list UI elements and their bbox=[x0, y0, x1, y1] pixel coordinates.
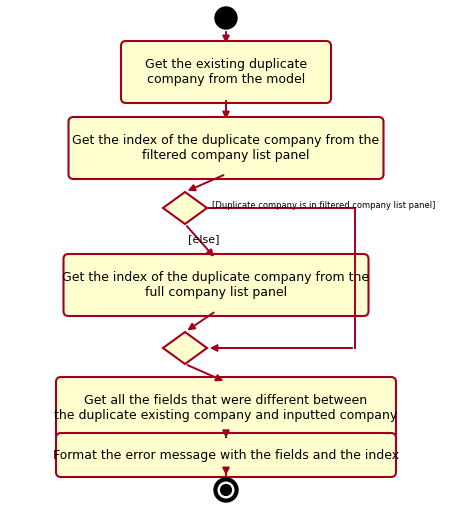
Polygon shape bbox=[163, 192, 207, 224]
Text: Get all the fields that were different between
the duplicate existing company an: Get all the fields that were different b… bbox=[54, 394, 398, 422]
FancyBboxPatch shape bbox=[68, 117, 384, 179]
FancyBboxPatch shape bbox=[63, 254, 368, 316]
Polygon shape bbox=[163, 332, 207, 364]
Circle shape bbox=[214, 478, 238, 502]
Text: [Duplicate company is in filtered company list panel]: [Duplicate company is in filtered compan… bbox=[212, 201, 435, 211]
Circle shape bbox=[218, 482, 234, 498]
Text: Format the error message with the fields and the index: Format the error message with the fields… bbox=[53, 448, 399, 462]
Text: Get the index of the duplicate company from the
filtered company list panel: Get the index of the duplicate company f… bbox=[72, 134, 380, 162]
FancyBboxPatch shape bbox=[56, 433, 396, 477]
Text: [else]: [else] bbox=[188, 234, 220, 244]
Circle shape bbox=[221, 485, 231, 495]
Circle shape bbox=[215, 7, 237, 29]
Text: Get the existing duplicate
company from the model: Get the existing duplicate company from … bbox=[145, 58, 307, 86]
FancyBboxPatch shape bbox=[121, 41, 331, 103]
FancyBboxPatch shape bbox=[56, 377, 396, 439]
Text: Get the index of the duplicate company from the
full company list panel: Get the index of the duplicate company f… bbox=[63, 271, 370, 299]
